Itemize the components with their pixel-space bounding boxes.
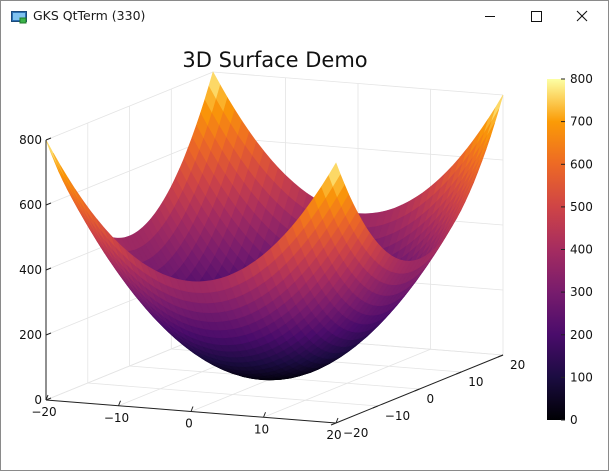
surface-patch — [45, 139, 58, 165]
close-icon — [576, 10, 588, 22]
x-tick-label: 0 — [185, 417, 193, 431]
colorbar-tick-label: 700 — [570, 115, 593, 129]
z-tick-label: 800 — [19, 133, 42, 147]
x-tick — [45, 394, 49, 401]
y-tick-label: 0 — [427, 392, 435, 406]
colorbar-tick-label: 400 — [570, 243, 593, 257]
x-tick-label: 10 — [254, 422, 269, 436]
z-tick-label: 600 — [19, 198, 42, 212]
y-tick — [456, 371, 462, 375]
maximize-button[interactable] — [513, 1, 559, 31]
x-tick — [335, 417, 339, 424]
colorbar-tick-label: 800 — [570, 72, 593, 86]
colorbar: 0 100 200 300 400 500 600 700 800 — [547, 72, 593, 427]
z-tick — [45, 137, 52, 141]
monitor-icon — [11, 9, 27, 24]
colorbar-tick-label: 300 — [570, 285, 593, 299]
x-tick — [263, 412, 266, 418]
surface-patch — [53, 153, 65, 177]
y-tick-label: 20 — [510, 358, 525, 372]
close-button[interactable] — [559, 1, 605, 31]
surface-mesh — [45, 71, 504, 381]
y-tick-label: 10 — [468, 375, 483, 389]
colorbar-tick-label: 500 — [570, 200, 593, 214]
z-tick-label: 200 — [19, 328, 42, 342]
colorbar-tick-label: 0 — [570, 413, 578, 427]
z-tick — [45, 397, 52, 401]
x-tick-label: −20 — [31, 405, 56, 419]
colorbar-tick-label: 100 — [570, 370, 593, 384]
z-tick — [45, 332, 52, 336]
colorbar-tick-label: 200 — [570, 328, 593, 342]
x-tick-label: 20 — [326, 428, 341, 442]
minimize-button[interactable] — [467, 1, 513, 31]
colorbar-tick-label: 600 — [570, 157, 593, 171]
z-tick-label: 400 — [19, 263, 42, 277]
surface-patch — [491, 94, 504, 122]
z-tick — [45, 267, 52, 271]
y-tick — [372, 405, 378, 409]
y-tick — [497, 354, 504, 358]
colorbar-gradient — [547, 79, 565, 420]
surface-plot: 3D Surface Demo −20 −10 0 10 20 −20−100102002… — [19, 48, 593, 442]
y-tick — [330, 422, 337, 426]
title-bar[interactable]: GKS QtTerm (330) — [1, 1, 608, 31]
x-tick — [190, 406, 194, 412]
maximize-icon — [531, 11, 542, 22]
z-tick — [45, 202, 52, 206]
y-tick-label: −10 — [385, 409, 410, 423]
y-tick — [414, 388, 420, 392]
window-title: GKS QtTerm (330) — [33, 8, 146, 23]
chart-title: 3D Surface Demo — [182, 48, 367, 72]
surface-patch — [328, 162, 341, 187]
z-tick-label: 0 — [34, 393, 42, 407]
x-tick — [118, 400, 121, 406]
x-tick-label: −10 — [104, 411, 129, 425]
y-tick-label: −20 — [343, 426, 368, 440]
